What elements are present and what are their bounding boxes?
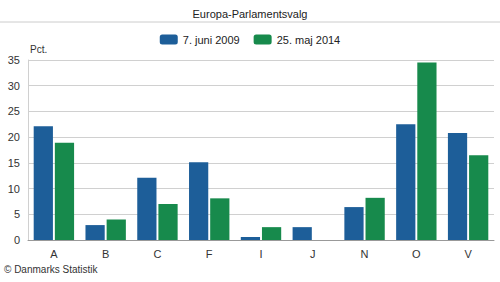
svg-text:20: 20 [8,131,20,143]
svg-text:35: 35 [8,54,20,66]
svg-text:C: C [153,248,161,260]
svg-text:J: J [310,248,316,260]
svg-text:Pct.: Pct. [30,44,47,55]
svg-text:10: 10 [8,183,20,195]
svg-text:30: 30 [8,80,20,92]
svg-text:0: 0 [14,234,20,246]
svg-text:A: A [50,248,58,260]
svg-text:B: B [102,248,109,260]
svg-text:N: N [361,248,369,260]
svg-text:© Danmarks Statistik: © Danmarks Statistik [4,264,99,275]
svg-text:I: I [259,248,262,260]
svg-text:Europa-Parlamentsvalg: Europa-Parlamentsvalg [193,8,308,20]
svg-text:15: 15 [8,157,20,169]
svg-text:O: O [412,248,421,260]
svg-text:7. juni 2009: 7. juni 2009 [183,34,240,46]
svg-text:F: F [206,248,213,260]
svg-text:5: 5 [14,208,20,220]
svg-text:25: 25 [8,105,20,117]
svg-text:25. maj 2014: 25. maj 2014 [277,34,341,46]
svg-text:V: V [464,248,472,260]
